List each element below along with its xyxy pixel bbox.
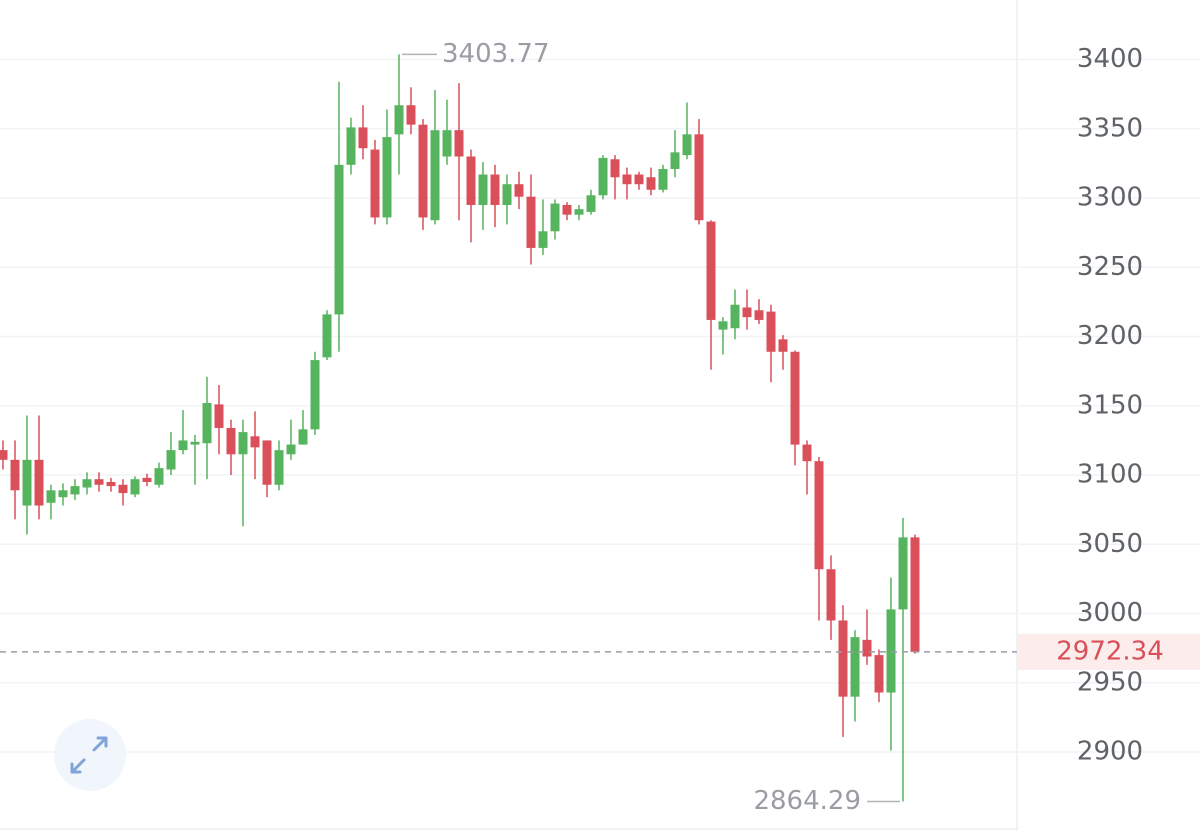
candle-body <box>574 209 584 215</box>
candle-body <box>406 105 416 125</box>
candle-body <box>502 184 512 205</box>
candle-body <box>214 404 224 428</box>
y-tick-label: 3200 <box>1077 321 1143 351</box>
candle-body <box>166 450 176 470</box>
candle-body <box>358 127 368 149</box>
candle-body <box>526 196 536 248</box>
candle-body <box>286 444 296 455</box>
y-tick-label: 3000 <box>1077 598 1143 628</box>
expand-button[interactable] <box>54 719 126 791</box>
candle-body <box>598 157 608 196</box>
candle-body <box>766 311 776 352</box>
candle-body <box>22 459 32 506</box>
candle-body <box>10 459 20 491</box>
candle-body <box>226 427 236 455</box>
y-tick-label: 3150 <box>1077 390 1143 420</box>
candle-body <box>514 184 524 197</box>
candle-body <box>670 152 680 169</box>
candle-body <box>490 174 500 205</box>
candle-body <box>718 321 728 330</box>
candle-body <box>154 468 164 485</box>
candle-body <box>694 134 704 221</box>
y-tick-label: 3400 <box>1077 44 1143 74</box>
candle-body <box>178 440 188 451</box>
candle-body <box>58 490 68 498</box>
candle-body <box>46 490 56 503</box>
candle-body <box>790 351 800 445</box>
y-tick-label: 2950 <box>1077 667 1143 697</box>
candle-body <box>682 134 692 156</box>
candle-body <box>814 461 824 570</box>
candle-body <box>910 537 920 652</box>
candle-body <box>646 177 656 190</box>
candle-body <box>238 432 248 455</box>
candle-body <box>826 569 836 621</box>
candle-body <box>382 137 392 218</box>
candle-body <box>802 444 812 462</box>
candle-body <box>34 459 44 506</box>
candle-body <box>310 360 320 430</box>
candle-body <box>370 149 380 218</box>
candle-body <box>478 174 488 205</box>
candle-body <box>622 174 632 185</box>
candle-body <box>130 479 140 495</box>
candle-body <box>730 304 740 329</box>
expand-button-bg[interactable] <box>54 719 126 791</box>
candle-body <box>394 105 404 135</box>
candle-body <box>742 307 752 318</box>
y-tick-label: 2900 <box>1077 737 1143 767</box>
candle-body <box>82 479 92 488</box>
candle-body <box>838 620 848 697</box>
candle-body <box>466 156 476 205</box>
y-tick-label: 3050 <box>1077 529 1143 559</box>
candle-body <box>550 203 560 232</box>
candle-body <box>850 637 860 697</box>
candle-body <box>298 429 308 445</box>
candle-body <box>754 310 764 320</box>
candle-body <box>70 486 80 495</box>
candle-body <box>118 484 128 494</box>
min-label: 2864.29 <box>753 786 861 816</box>
candle-body <box>250 436 260 448</box>
candle-body <box>322 314 332 358</box>
candle-body <box>658 168 668 190</box>
y-tick-label: 3250 <box>1077 252 1143 282</box>
candle-body <box>586 195 596 212</box>
candle-body <box>862 639 872 657</box>
candle-body <box>454 130 464 157</box>
candle-body <box>202 403 212 444</box>
candle-body <box>142 477 152 482</box>
candle-body <box>874 655 884 693</box>
last-price-box <box>1017 633 1200 670</box>
candle-body <box>610 159 620 178</box>
candle-body <box>418 124 428 218</box>
max-label: 3403.77 <box>442 39 550 69</box>
candle-body <box>898 537 908 610</box>
candle-body <box>430 130 440 221</box>
candle-body <box>346 127 356 165</box>
candle-body <box>538 231 548 248</box>
candle-body <box>634 174 644 185</box>
candle-body <box>886 609 896 693</box>
candle-body <box>262 440 272 485</box>
candle-body <box>190 441 200 445</box>
candle-body <box>706 221 716 320</box>
y-tick-label: 3100 <box>1077 460 1143 490</box>
candle-body <box>94 479 104 485</box>
y-tick-label: 3350 <box>1077 113 1143 143</box>
candle-body <box>778 339 788 352</box>
candle-body <box>274 450 284 485</box>
candle-body <box>334 164 344 315</box>
expand-icon[interactable] <box>70 736 108 774</box>
y-tick-label: 3300 <box>1077 183 1143 213</box>
last-price-label: 2972.34 <box>1056 636 1164 666</box>
candle-body <box>106 481 116 487</box>
candle-body <box>0 450 8 460</box>
candle-body <box>562 204 572 215</box>
candle-body <box>442 130 452 157</box>
